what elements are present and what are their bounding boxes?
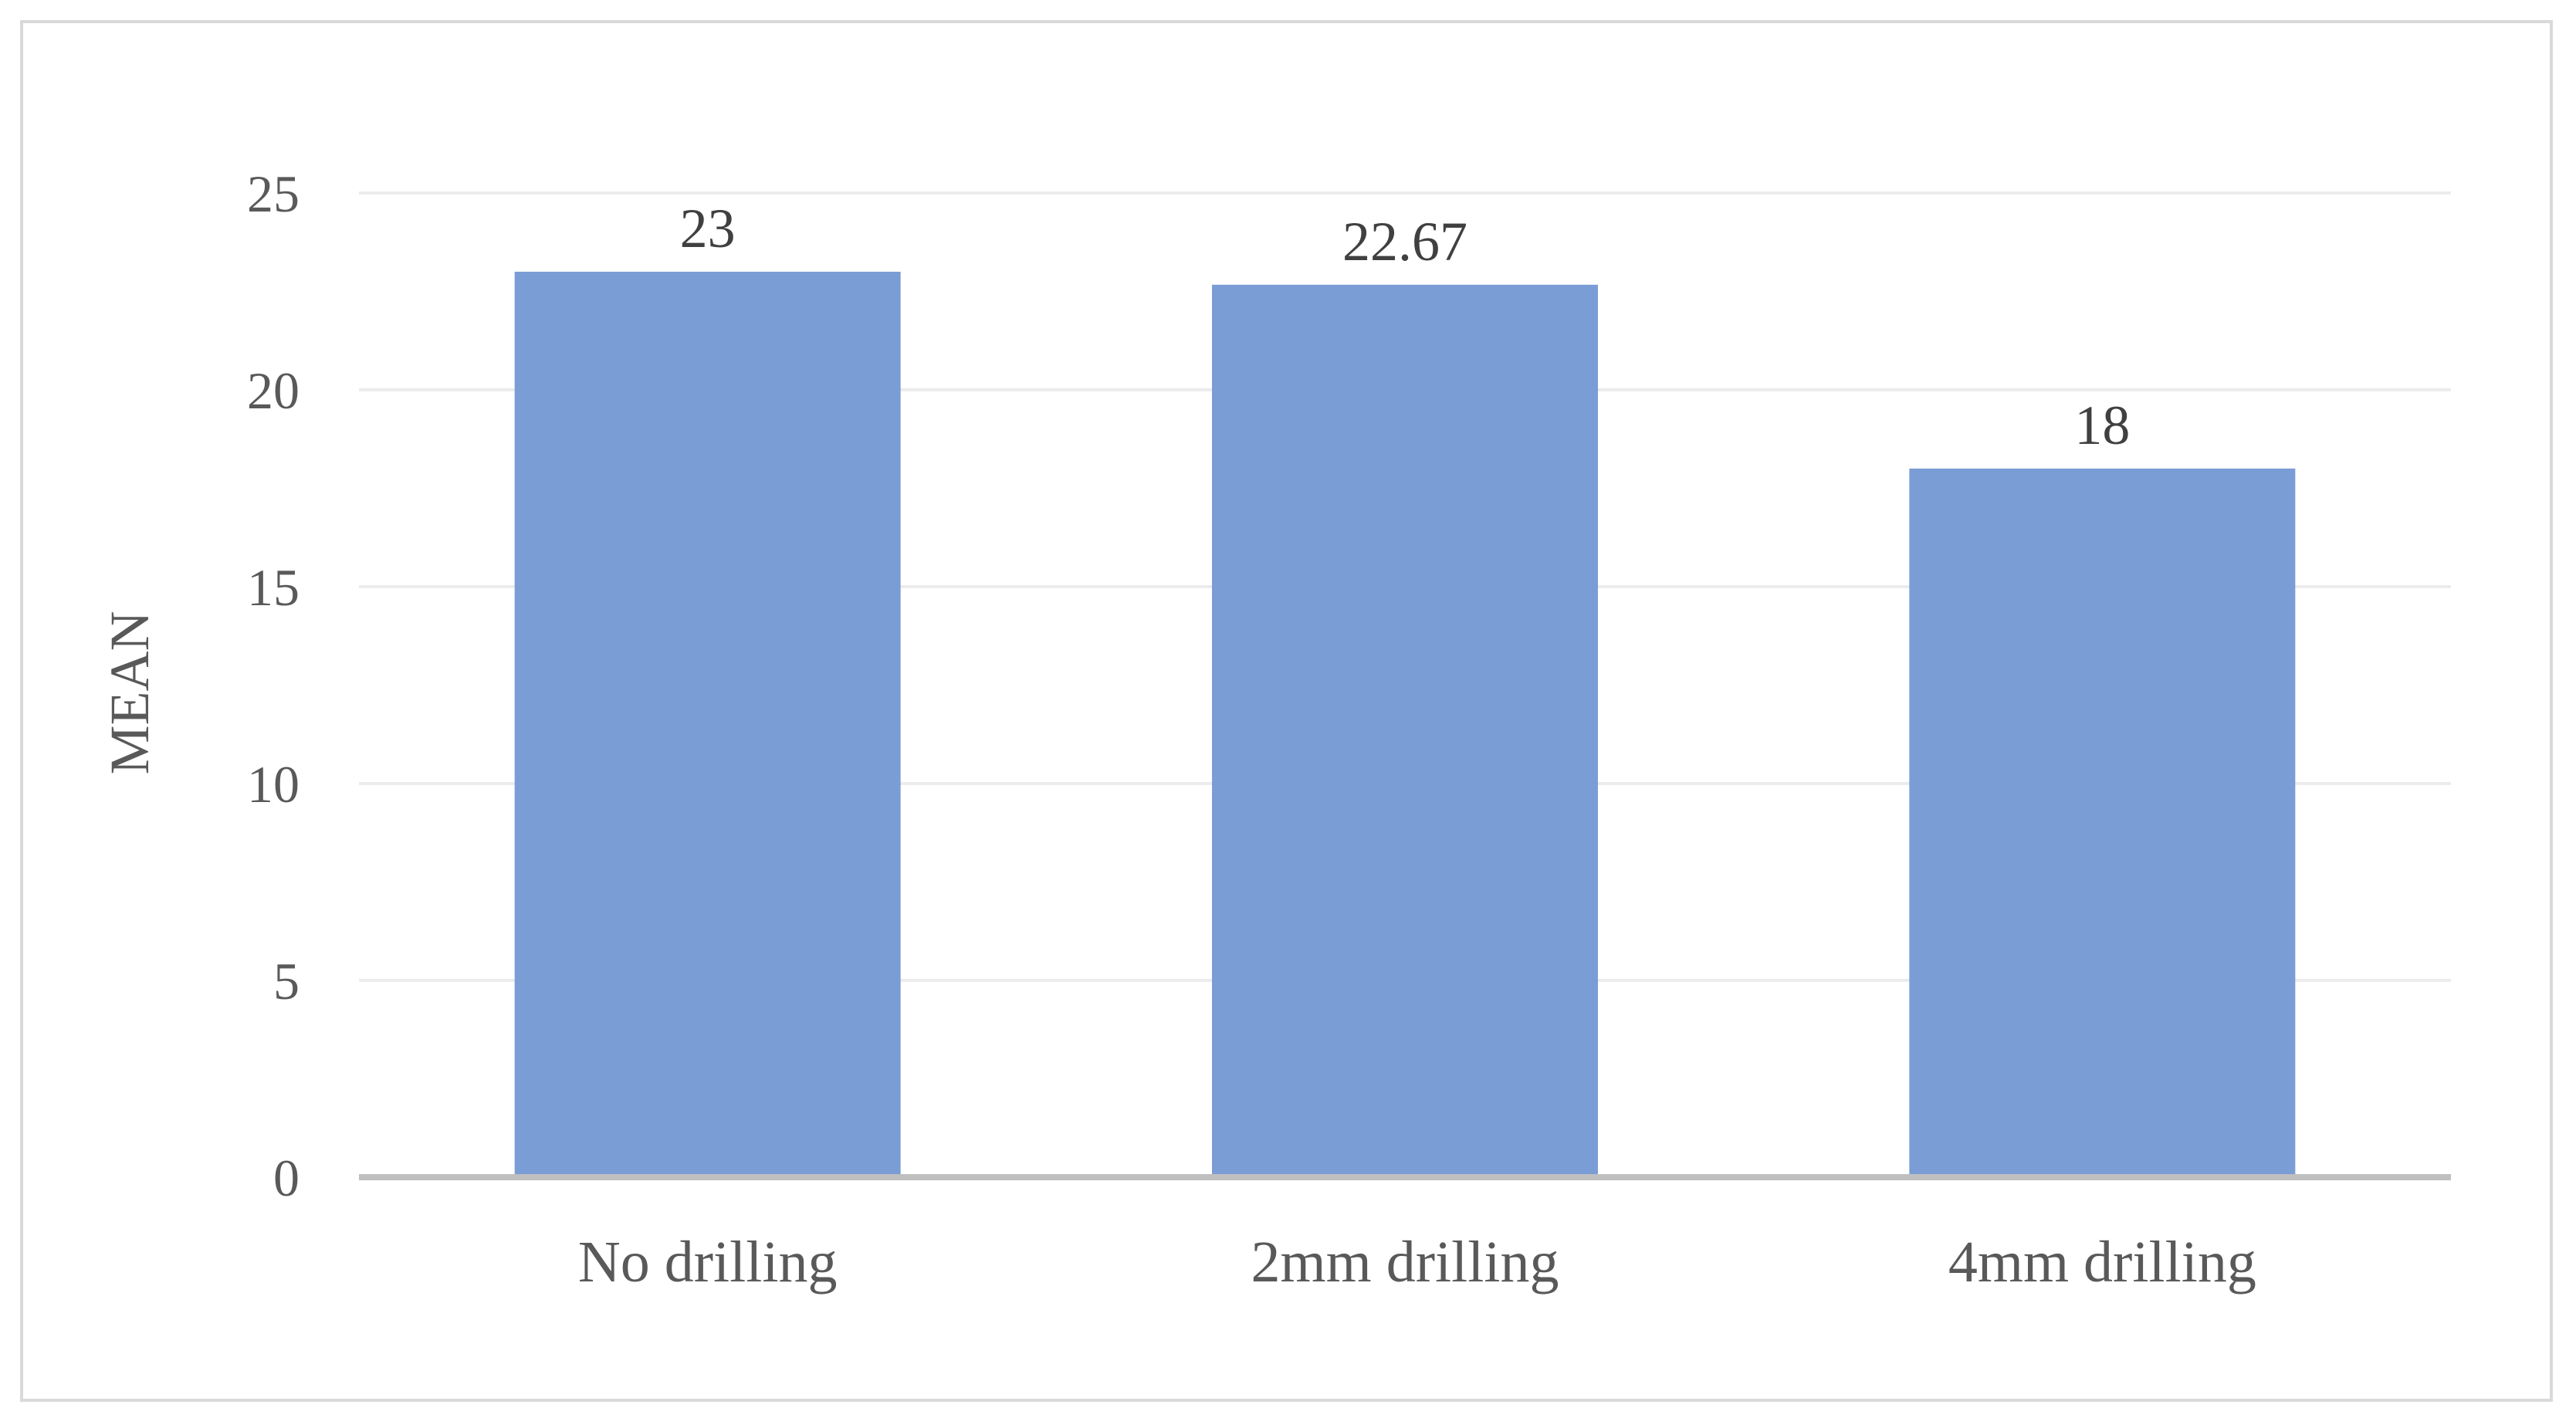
bar-2mm-drilling <box>1212 284 1598 1178</box>
bars <box>514 272 2296 1178</box>
x-category-label: 4mm drilling <box>1948 1230 2256 1295</box>
y-axis-title: MEAN <box>99 611 161 775</box>
y-tick-label: 20 <box>247 361 300 420</box>
y-tick-label: 15 <box>247 558 300 617</box>
bar-no-drilling <box>514 272 901 1177</box>
y-tick-label: 5 <box>273 952 300 1010</box>
category-labels: No drilling 2mm drilling 4mm drilling <box>578 1230 2256 1295</box>
bar-value-label: 23 <box>680 198 736 259</box>
x-category-label: 2mm drilling <box>1251 1230 1559 1295</box>
bar-value-label: 18 <box>2074 394 2130 456</box>
y-tick-labels: 0 5 10 15 20 25 <box>247 164 300 1207</box>
bar-4mm-drilling <box>1909 469 2296 1177</box>
y-tick-label: 10 <box>247 755 300 814</box>
data-labels: 23 22.67 18 <box>680 198 2131 456</box>
y-tick-label: 0 <box>273 1149 300 1207</box>
x-category-label: No drilling <box>578 1230 838 1295</box>
y-tick-label: 25 <box>247 164 300 223</box>
bar-value-label: 22.67 <box>1342 211 1467 272</box>
